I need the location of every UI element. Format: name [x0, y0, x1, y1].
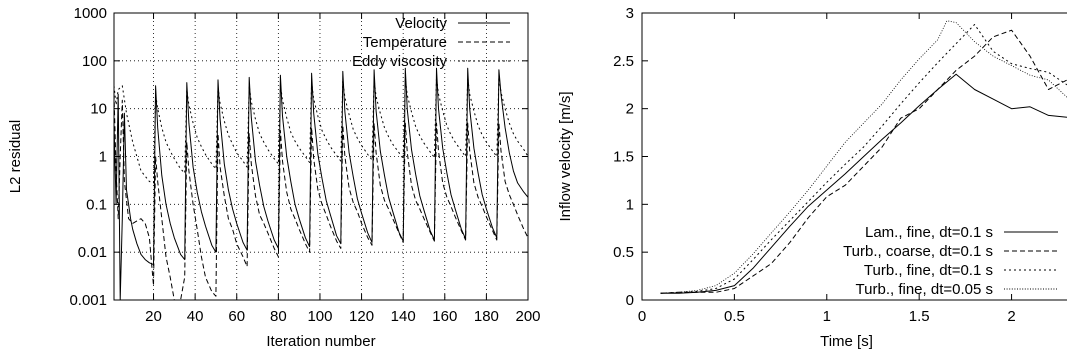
series-line-1 — [660, 73, 1067, 294]
x-tick-label: 1 — [823, 308, 831, 325]
x-tick-label: 40 — [187, 308, 204, 325]
y-axis-label: L2 residual — [7, 120, 24, 193]
y-axis-label: Inflow velocity [m/s] — [557, 91, 574, 221]
plot-frame — [113, 12, 529, 301]
x-tick-label: 180 — [474, 308, 499, 325]
x-tick-label: 20 — [145, 308, 162, 325]
y-tick-label: 1 — [626, 196, 634, 213]
legend-label: Turb., fine, dt=0.1 s — [864, 262, 993, 279]
x-tick-label: 80 — [270, 308, 287, 325]
x-axis-label: Time [s] — [820, 333, 873, 350]
y-tick-label: 3 — [626, 5, 634, 22]
y-tick-label: 0.1 — [86, 196, 107, 213]
y-tick-label: 0.01 — [78, 244, 107, 261]
y-tick-label: 1000 — [74, 5, 107, 22]
legend-label: Velocity — [395, 15, 447, 32]
y-tick-label: 1.5 — [613, 149, 634, 166]
x-tick-label: 200 — [515, 308, 540, 325]
residual-chart: 0.001 0.01 0.1 1 10 100 1000 20 40 60 80 100 120 140 1… — [7, 5, 541, 350]
x-tick-label: 2 — [1007, 308, 1015, 325]
inflow-velocity-chart: 0 0.5 1 1.5 2 2.5 3 0 0.5 1 1.5 2 Lam., fine, dt=0.1… — [557, 5, 1067, 350]
series-line-eddy-viscosity — [114, 76, 528, 184]
x-tick-label: 0.5 — [724, 308, 745, 325]
y-tick-label: 2 — [626, 101, 634, 118]
x-tick-label: 60 — [228, 308, 245, 325]
y-tick-label: 10 — [90, 101, 107, 118]
y-tick-label: 0 — [626, 292, 634, 309]
series-line-temperature — [114, 94, 528, 300]
y-tick-label: 0.001 — [69, 292, 107, 309]
legend-label: Eddy viscosity — [352, 53, 448, 70]
y-tick-label: 2.5 — [613, 53, 634, 70]
x-tick-label: 1.5 — [909, 308, 930, 325]
x-tick-label: 120 — [349, 308, 374, 325]
grid — [114, 13, 528, 300]
x-tick-label: 160 — [432, 308, 457, 325]
y-tick-label: 0.5 — [613, 244, 634, 261]
legend: Velocity Temperature Eddy viscosity — [352, 15, 510, 70]
series-line-velocity — [114, 67, 528, 300]
plot-frame — [641, 12, 1067, 301]
series-line-3 — [660, 24, 1067, 294]
legend-label: Temperature — [363, 34, 447, 51]
x-tick-label: 140 — [391, 308, 416, 325]
y-tick-label: 1 — [99, 149, 107, 166]
x-tick-label: 0 — [638, 308, 646, 325]
legend-label: Lam., fine, dt=0.1 s — [865, 224, 993, 241]
series-lines — [114, 67, 528, 300]
legend-label: Turb., fine, dt=0.05 s — [856, 281, 993, 298]
x-axis-label: Iteration number — [266, 333, 375, 350]
series-lines — [660, 20, 1067, 294]
series-line-2 — [660, 29, 1067, 294]
y-tick-label: 100 — [82, 53, 107, 70]
x-tick-label: 100 — [307, 308, 332, 325]
legend: Lam., fine, dt=0.1 s Turb., coarse, dt=0.… — [843, 224, 1058, 298]
legend-label: Turb., coarse, dt=0.1 s — [843, 243, 993, 260]
